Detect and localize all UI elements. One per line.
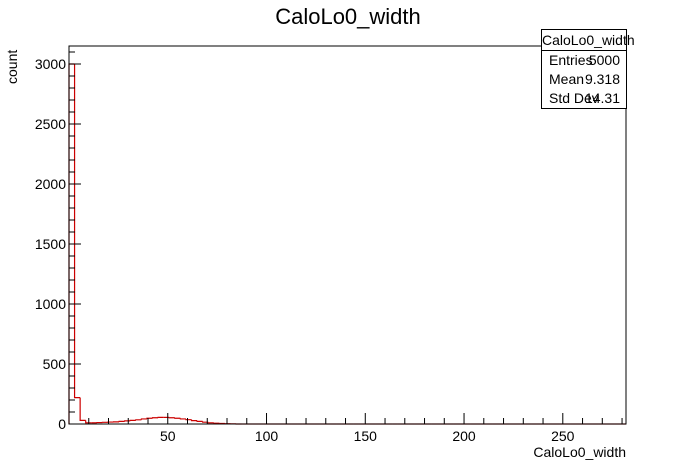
stats-title: CaloLo0_width xyxy=(542,30,635,51)
stats-row-entries: Entries 5000 xyxy=(542,51,626,70)
y-tick-label: 3000 xyxy=(35,56,66,72)
histogram-bars xyxy=(68,63,626,425)
y-tick-label: 2500 xyxy=(35,116,66,132)
stats-box: CaloLo0_width Entries 5000 Mean 9.318 St… xyxy=(541,29,635,109)
x-axis-label: CaloLo0_width xyxy=(533,444,626,460)
x-tick-label: 250 xyxy=(551,428,575,444)
histogram-bin xyxy=(73,64,81,399)
stats-value: 5000 xyxy=(588,52,620,68)
y-axis-ticks: 0 500 1000 1500 2000 2500 3000 xyxy=(35,51,81,432)
stats-label: Entries xyxy=(549,52,593,68)
stats-label: Mean xyxy=(549,71,585,87)
x-tick-label: 200 xyxy=(452,428,476,444)
histogram-bin xyxy=(85,420,92,424)
histogram-bin xyxy=(207,422,214,424)
histogram-bin xyxy=(190,419,198,422)
histogram-bin xyxy=(146,417,153,419)
histogram-bin xyxy=(196,420,203,422)
plot-frame xyxy=(68,45,627,425)
y-axis-label: count xyxy=(4,50,20,84)
chart-title: CaloLo0_width xyxy=(275,4,421,29)
stats-row-stddev: Std Dev 14.31 xyxy=(542,89,626,108)
histogram-bin xyxy=(79,397,86,421)
x-tick-label: 50 xyxy=(160,428,176,444)
stats-value: 14.31 xyxy=(584,90,620,106)
y-tick-label: 500 xyxy=(43,356,67,372)
y-tick-label: 1500 xyxy=(35,236,66,252)
x-tick-label: 100 xyxy=(255,428,279,444)
x-tick-label: 150 xyxy=(354,428,378,444)
histogram-bin xyxy=(179,418,186,420)
stats-row-mean: Mean 9.318 xyxy=(542,70,626,89)
y-tick-label: 0 xyxy=(58,416,66,432)
histogram-bin xyxy=(135,419,142,421)
histogram-bin xyxy=(140,418,147,420)
stats-value: 9.318 xyxy=(584,71,620,87)
x-axis-ticks: 50 100 150 200 250 xyxy=(88,413,623,444)
histogram-bin xyxy=(185,418,192,421)
y-tick-label: 1000 xyxy=(35,296,66,312)
stats-label: Std Dev xyxy=(549,90,599,106)
y-tick-label: 2000 xyxy=(35,176,66,192)
histogram-bin xyxy=(202,421,209,423)
